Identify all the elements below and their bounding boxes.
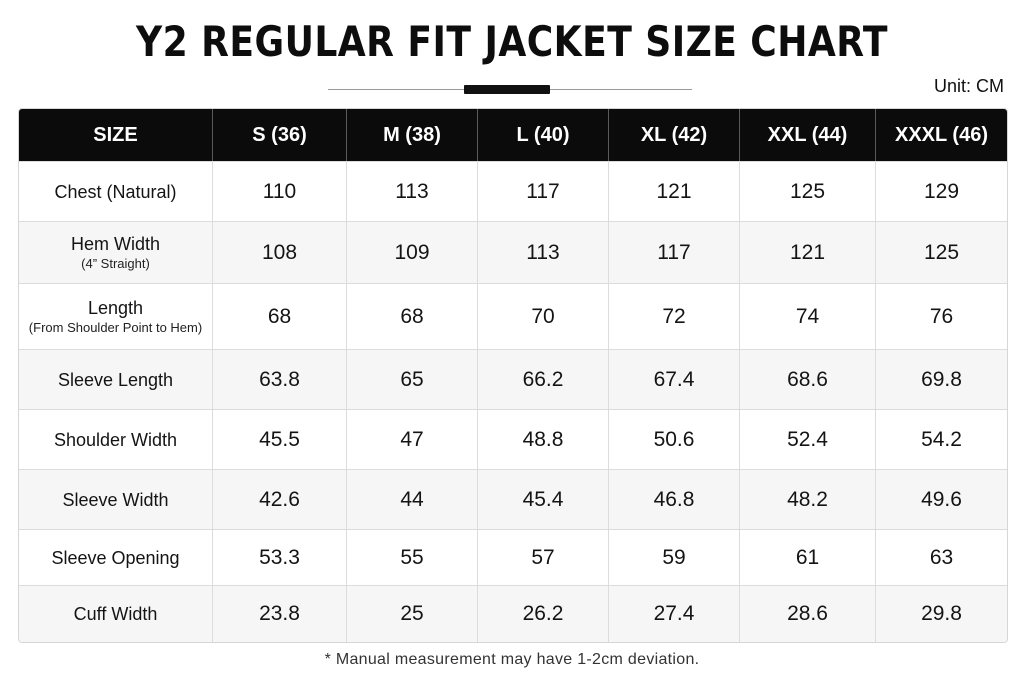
cell-value: 125 <box>876 221 1007 283</box>
row-label-text: Hem Width <box>70 233 160 254</box>
row-label: Shoulder Width <box>19 409 213 469</box>
cell-value: 45.4 <box>478 469 609 529</box>
row-label: Sleeve Opening <box>19 529 213 585</box>
header-l: L (40) <box>478 109 609 161</box>
table-row-chest: Chest (Natural) 110 113 117 121 125 129 <box>19 161 1007 221</box>
cell-value: 121 <box>609 161 740 221</box>
table-row-sleeve-length: Sleeve Length 63.8 65 66.2 67.4 68.6 69.… <box>19 349 1007 409</box>
row-label-text: Length <box>87 297 144 318</box>
table-row-cuff-width: Cuff Width 23.8 25 26.2 27.4 28.6 29.8 <box>19 585 1007 642</box>
row-label-text: Sleeve Opening <box>51 547 180 568</box>
cell-value: 46.8 <box>609 469 740 529</box>
row-label-text: Cuff Width <box>73 604 158 624</box>
header-xl: XL (42) <box>609 109 740 161</box>
cell-value: 27.4 <box>609 585 740 642</box>
cell-value: 74 <box>740 283 876 349</box>
row-label-text: Chest (Natural) <box>54 181 177 202</box>
cell-value: 109 <box>347 221 478 283</box>
row-label-text: Shoulder Width <box>53 429 178 450</box>
cell-value: 57 <box>478 529 609 585</box>
cell-value: 63.8 <box>213 349 347 409</box>
cell-value: 61 <box>740 529 876 585</box>
row-label-note: (4” Straight) <box>81 255 150 271</box>
cell-value: 72 <box>609 283 740 349</box>
cell-value: 25 <box>347 585 478 642</box>
table-header-row: SIZE S (36) M (38) L (40) XL (42) XXL (4… <box>19 109 1007 161</box>
cell-value: 59 <box>609 529 740 585</box>
cell-value: 68 <box>213 283 347 349</box>
cell-value: 110 <box>213 161 347 221</box>
row-label: Cuff Width <box>19 585 213 642</box>
page-title: Y2 REGULAR FIT JACKET SIZE CHART <box>136 17 888 66</box>
row-label: Length (From Shoulder Point to Hem) <box>19 283 213 349</box>
cell-value: 63 <box>876 529 1007 585</box>
row-label: Sleeve Length <box>19 349 213 409</box>
cell-value: 113 <box>478 221 609 283</box>
cell-value: 29.8 <box>876 585 1007 642</box>
cell-value: 129 <box>876 161 1007 221</box>
cell-value: 48.8 <box>478 409 609 469</box>
cell-value: 113 <box>347 161 478 221</box>
cell-value: 121 <box>740 221 876 283</box>
header-xxxl: XXXL (46) <box>876 109 1007 161</box>
cell-value: 50.6 <box>609 409 740 469</box>
header-s: S (36) <box>213 109 347 161</box>
table-row-sleeve-opening: Sleeve Opening 53.3 55 57 59 61 63 <box>19 529 1007 585</box>
unit-label: Unit: CM <box>933 76 1004 96</box>
row-label: Hem Width (4” Straight) <box>19 221 213 283</box>
row-label-text: Sleeve Width <box>62 489 169 510</box>
header-xxl: XXL (44) <box>740 109 876 161</box>
table-row-shoulder-width: Shoulder Width 45.5 47 48.8 50.6 52.4 54… <box>19 409 1007 469</box>
cell-value: 48.2 <box>740 469 876 529</box>
row-label: Sleeve Width <box>19 469 213 529</box>
row-label: Chest (Natural) <box>19 161 213 221</box>
cell-value: 49.6 <box>876 469 1007 529</box>
cell-value: 54.2 <box>876 409 1007 469</box>
cell-value: 125 <box>740 161 876 221</box>
table-row-length: Length (From Shoulder Point to Hem) 68 68… <box>19 283 1007 349</box>
table-row-sleeve-width: Sleeve Width 42.6 44 45.4 46.8 48.2 49.6 <box>19 469 1007 529</box>
cell-value: 26.2 <box>478 585 609 642</box>
cell-value: 117 <box>478 161 609 221</box>
cell-value: 76 <box>876 283 1007 349</box>
cell-value: 117 <box>609 221 740 283</box>
table-row-hem-width: Hem Width (4” Straight) 108 109 113 117 1… <box>19 221 1007 283</box>
cell-value: 68 <box>347 283 478 349</box>
title-divider-bar <box>464 85 550 94</box>
cell-value: 44 <box>347 469 478 529</box>
cell-value: 45.5 <box>213 409 347 469</box>
header-size: SIZE <box>19 109 213 161</box>
row-label-note: (From Shoulder Point to Hem) <box>28 319 203 335</box>
cell-value: 47 <box>347 409 478 469</box>
cell-value: 65 <box>347 349 478 409</box>
cell-value: 66.2 <box>478 349 609 409</box>
deviation-footnote: * Manual measurement may have 1-2cm devi… <box>324 651 700 668</box>
cell-value: 23.8 <box>213 585 347 642</box>
cell-value: 55 <box>347 529 478 585</box>
row-label-text: Sleeve Length <box>57 369 174 390</box>
cell-value: 52.4 <box>740 409 876 469</box>
cell-value: 42.6 <box>213 469 347 529</box>
size-chart-table: SIZE S (36) M (38) L (40) XL (42) XXL (4… <box>18 108 1008 643</box>
cell-value: 28.6 <box>740 585 876 642</box>
cell-value: 69.8 <box>876 349 1007 409</box>
cell-value: 53.3 <box>213 529 347 585</box>
header-m: M (38) <box>347 109 478 161</box>
cell-value: 108 <box>213 221 347 283</box>
cell-value: 68.6 <box>740 349 876 409</box>
cell-value: 70 <box>478 283 609 349</box>
cell-value: 67.4 <box>609 349 740 409</box>
